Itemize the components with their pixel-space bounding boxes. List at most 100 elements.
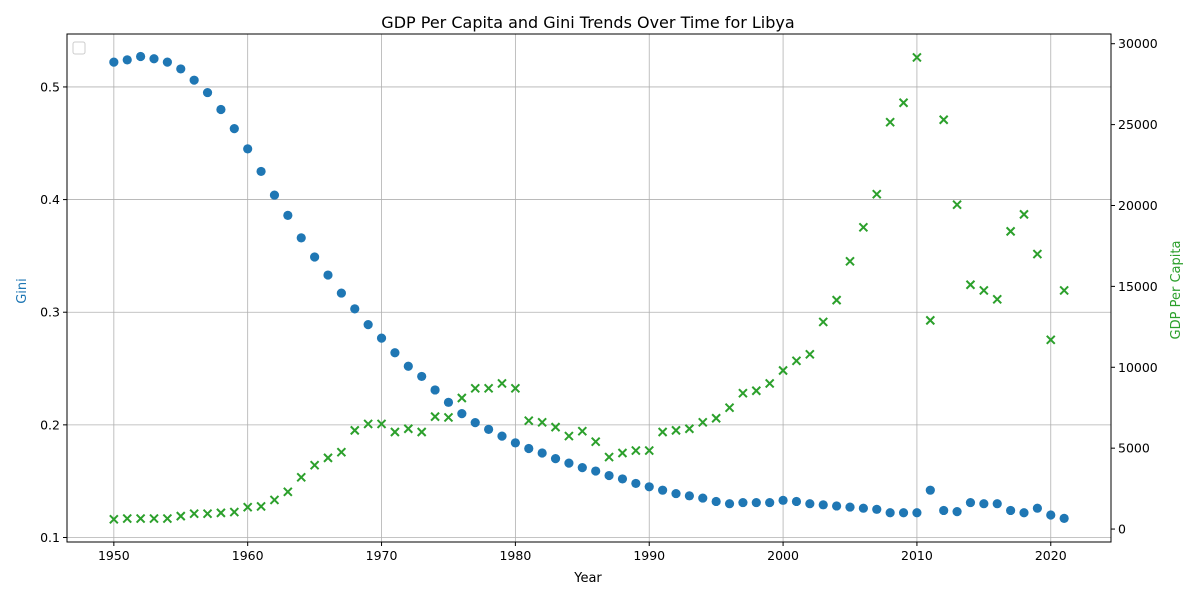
gini-point [631,478,641,489]
chart-title: GDP Per Capita and Gini Trends Over Time… [381,13,794,32]
gini-point [216,104,226,115]
gini-point [484,424,494,434]
gdp-point [631,445,641,456]
y-right-tick-label: 15000 [1118,279,1158,294]
gini-point [751,497,761,508]
gini-point [136,51,146,62]
y-left-tick-label: 0.2 [40,417,60,432]
gdp-point [296,472,306,482]
x-tick-label: 2020 [1035,548,1067,563]
gini-point [845,502,855,512]
gdp-point [698,417,708,427]
gini-point [497,431,507,441]
gdp-point [202,508,213,519]
gini-point [644,482,654,492]
gini-point [243,144,253,154]
gdp-point [992,294,1002,305]
gini-point [323,270,333,280]
gini-point [390,348,400,358]
gini-point [269,190,280,200]
gdp-point [764,378,775,389]
x-tick-label: 1960 [232,548,264,563]
y-right-tick-label: 0 [1118,522,1126,537]
gini-point [912,508,922,518]
gdp-point [403,424,414,434]
y-left-tick-label: 0.1 [40,530,60,545]
gini-point [965,497,976,508]
gini-point [363,320,373,330]
gdp-point [858,222,869,233]
y-left-tick-label: 0.3 [40,305,60,320]
gdp-point [135,513,146,524]
gdp-point [657,427,668,437]
gini-point [417,371,427,382]
x-tick-label: 1980 [499,548,531,563]
gdp-point [604,452,614,462]
gdp-point [443,412,454,423]
gdp-point [751,386,762,396]
gini-point [885,508,895,518]
gini-point [711,496,721,507]
gdp-point [524,415,534,426]
gdp-point [430,411,440,422]
legend-box [72,41,86,55]
gdp-point [363,419,373,429]
x-tick-label: 1950 [98,548,130,563]
gini-point [992,499,1002,509]
gdp-point [1059,285,1069,296]
gini-point [550,454,561,464]
gini-point [577,463,587,473]
gini-point [537,448,547,458]
gdp-point [550,422,561,432]
gini-point [202,87,213,98]
gini-point [671,488,681,499]
legend [72,41,86,55]
gdp-point [644,445,654,456]
gini-point [952,506,962,517]
gdp-point [590,436,601,447]
gini-point [336,288,346,298]
y-right-tick-label: 30000 [1118,36,1158,51]
gini-point [684,491,694,501]
gdp-point [390,427,400,437]
x-tick-label: 1970 [366,548,398,563]
gini-point [162,57,172,67]
gdp-point [845,256,855,267]
gini-point [858,503,868,513]
marks [109,51,1069,525]
gdp-point [684,424,695,434]
gdp-point [885,117,895,127]
gdp-point [1005,226,1016,237]
gdp-point [497,378,507,389]
y-right-tick-label: 5000 [1118,441,1150,456]
gini-point [939,505,949,516]
gini-point [1059,513,1069,523]
gini-point [1019,508,1029,518]
gini-point [979,499,989,509]
gdp-point [724,403,735,413]
gdp-point [711,413,721,423]
gini-point [698,493,708,503]
gdp-point [376,419,387,429]
gdp-point [109,514,119,525]
gini-point [524,443,534,454]
gdp-point [323,453,333,463]
gdp-point [537,417,547,427]
gdp-point [216,508,226,518]
gini-point [470,418,480,428]
gini-point [617,474,628,484]
gdp-point [617,448,628,458]
gdp-point [483,383,494,394]
gdp-point [1032,249,1043,259]
gdp-point [162,513,173,524]
gini-point [149,54,159,64]
gini-point [765,497,775,508]
gini-point [283,210,293,220]
y-left-tick-label: 0.4 [40,192,60,207]
gdp-point [925,315,936,326]
gini-point [189,75,199,85]
gdp-point [416,427,427,437]
plot-frame [66,33,1112,543]
